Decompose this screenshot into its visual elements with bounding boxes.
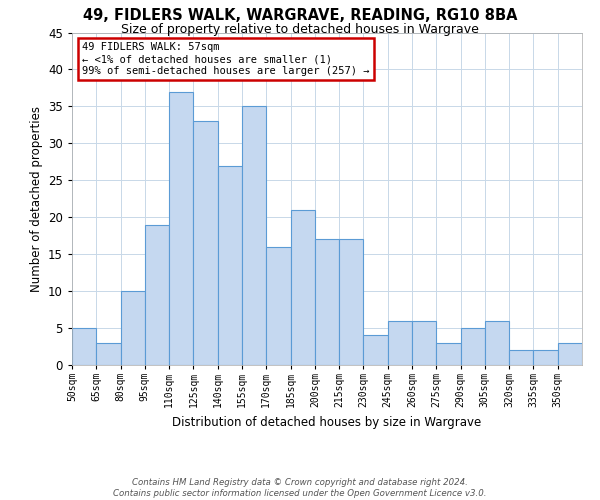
- Bar: [509, 350, 533, 365]
- Bar: [72, 328, 96, 365]
- Bar: [364, 336, 388, 365]
- Bar: [412, 320, 436, 365]
- Text: Size of property relative to detached houses in Wargrave: Size of property relative to detached ho…: [121, 22, 479, 36]
- Bar: [315, 240, 339, 365]
- Bar: [388, 320, 412, 365]
- Y-axis label: Number of detached properties: Number of detached properties: [29, 106, 43, 292]
- X-axis label: Distribution of detached houses by size in Wargrave: Distribution of detached houses by size …: [172, 416, 482, 428]
- Bar: [339, 240, 364, 365]
- Bar: [193, 121, 218, 365]
- Text: 49 FIDLERS WALK: 57sqm
← <1% of detached houses are smaller (1)
99% of semi-deta: 49 FIDLERS WALK: 57sqm ← <1% of detached…: [82, 42, 370, 76]
- Bar: [485, 320, 509, 365]
- Bar: [461, 328, 485, 365]
- Text: 49, FIDLERS WALK, WARGRAVE, READING, RG10 8BA: 49, FIDLERS WALK, WARGRAVE, READING, RG1…: [83, 8, 517, 22]
- Bar: [290, 210, 315, 365]
- Bar: [121, 291, 145, 365]
- Bar: [145, 224, 169, 365]
- Bar: [436, 343, 461, 365]
- Bar: [533, 350, 558, 365]
- Bar: [558, 343, 582, 365]
- Text: Contains HM Land Registry data © Crown copyright and database right 2024.
Contai: Contains HM Land Registry data © Crown c…: [113, 478, 487, 498]
- Bar: [169, 92, 193, 365]
- Bar: [96, 343, 121, 365]
- Bar: [266, 247, 290, 365]
- Bar: [218, 166, 242, 365]
- Bar: [242, 106, 266, 365]
